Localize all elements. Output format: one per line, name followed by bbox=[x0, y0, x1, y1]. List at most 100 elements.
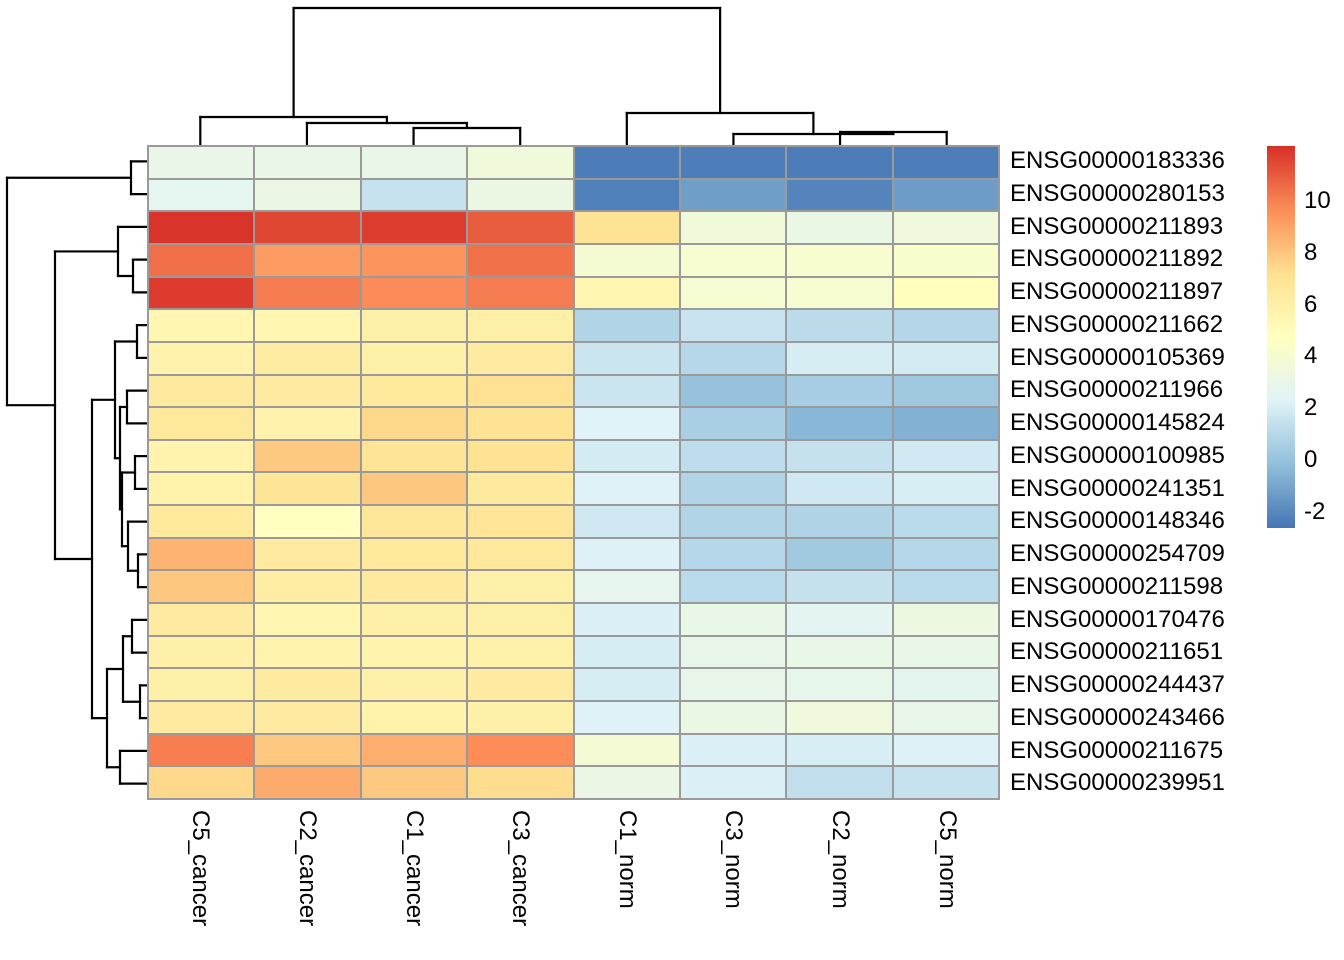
row-label: ENSG00000170476 bbox=[1010, 605, 1225, 633]
heatmap-cell bbox=[468, 506, 573, 537]
heatmap-cell bbox=[893, 604, 998, 635]
heatmap-cell bbox=[361, 440, 467, 472]
legend-tick-label: 8 bbox=[1304, 238, 1318, 266]
heatmap-cell bbox=[255, 408, 360, 439]
heatmap-cell bbox=[468, 408, 573, 439]
heatmap-cell bbox=[468, 669, 573, 701]
heatmap-cell bbox=[255, 342, 360, 374]
heatmap-cell bbox=[787, 277, 892, 309]
col-label: C3_norm bbox=[720, 810, 748, 909]
row-label: ENSG00000243466 bbox=[1010, 703, 1225, 731]
col-label: C2_cancer bbox=[293, 810, 321, 927]
legend-tick-label: 0 bbox=[1304, 446, 1318, 474]
heatmap-cell bbox=[149, 538, 254, 570]
heatmap-cell bbox=[468, 277, 573, 309]
row-label: ENSG00000211651 bbox=[1010, 638, 1224, 666]
heatmap-cell bbox=[149, 636, 254, 668]
heatmap-cell bbox=[255, 244, 360, 276]
heatmap-cell bbox=[787, 179, 892, 211]
heatmap-cell bbox=[361, 147, 467, 178]
heatmap-cell bbox=[574, 538, 679, 570]
heatmap-cell bbox=[468, 636, 573, 668]
heatmap-cell bbox=[255, 440, 360, 472]
heatmap-cell bbox=[468, 375, 573, 407]
legend-tick-label: 10 bbox=[1304, 186, 1331, 214]
heatmap-cell bbox=[574, 571, 679, 603]
col-label: C5_norm bbox=[933, 810, 961, 909]
heatmap-cell bbox=[680, 212, 786, 243]
col-label: C3_cancer bbox=[507, 810, 535, 927]
heatmap-cell bbox=[149, 147, 254, 178]
heatmap-cell bbox=[361, 212, 467, 243]
heatmap-cell bbox=[574, 408, 679, 439]
heatmap-cell bbox=[468, 734, 573, 766]
heatmap-cell bbox=[255, 702, 360, 733]
heatmap-cell bbox=[893, 375, 998, 407]
heatmap-cell bbox=[468, 571, 573, 603]
heatmap-cell bbox=[149, 604, 254, 635]
heatmap-cell bbox=[468, 702, 573, 733]
heatmap-cell bbox=[680, 342, 786, 374]
heatmap-cell bbox=[680, 408, 786, 439]
heatmap-cell bbox=[574, 147, 679, 178]
heatmap-cell bbox=[361, 244, 467, 276]
heatmap-cell bbox=[149, 767, 254, 798]
heatmap-cell bbox=[574, 669, 679, 701]
heatmap-cell bbox=[787, 375, 892, 407]
heatmap-cell bbox=[787, 571, 892, 603]
heatmap-cell bbox=[361, 767, 467, 798]
col-label: C2_norm bbox=[827, 810, 855, 909]
heatmap-cell bbox=[680, 375, 786, 407]
row-label: ENSG00000280153 bbox=[1010, 179, 1225, 207]
heatmap-cell bbox=[149, 277, 254, 309]
heatmap-cell bbox=[680, 604, 786, 635]
heatmap-cell bbox=[787, 440, 892, 472]
heatmap-cell bbox=[787, 604, 892, 635]
heatmap-cell bbox=[680, 636, 786, 668]
row-label: ENSG00000211675 bbox=[1010, 736, 1224, 764]
heatmap-cell bbox=[680, 506, 786, 537]
heatmap-cell bbox=[468, 212, 573, 243]
heatmap-cell bbox=[893, 277, 998, 309]
legend-tick-label: 2 bbox=[1304, 394, 1318, 422]
col-label: C1_cancer bbox=[400, 810, 428, 927]
heatmap-cell bbox=[680, 147, 786, 178]
heatmap-cell bbox=[361, 702, 467, 733]
heatmap-cell bbox=[574, 506, 679, 537]
row-label: ENSG00000244437 bbox=[1010, 671, 1225, 698]
heatmap-cell bbox=[255, 375, 360, 407]
heatmap-cell bbox=[574, 440, 679, 472]
heatmap-cell bbox=[680, 538, 786, 570]
heatmap-grid bbox=[147, 145, 1000, 800]
heatmap-cell bbox=[149, 310, 254, 341]
legend-tick-label: 6 bbox=[1304, 290, 1318, 318]
row-label: ENSG00000254709 bbox=[1010, 540, 1225, 567]
heatmap-cell bbox=[255, 538, 360, 570]
heatmap-cell bbox=[893, 636, 998, 668]
heatmap-cell bbox=[787, 147, 892, 178]
heatmap-cell bbox=[680, 669, 786, 701]
heatmap-cell bbox=[468, 440, 573, 472]
row-label: ENSG00000183336 bbox=[1010, 147, 1225, 174]
heatmap-cell bbox=[149, 375, 254, 407]
heatmap-cell bbox=[680, 473, 786, 505]
heatmap-cell bbox=[255, 310, 360, 341]
heatmap-cell bbox=[149, 342, 254, 374]
heatmap-cell bbox=[361, 734, 467, 766]
heatmap-cell bbox=[468, 244, 573, 276]
heatmap-cell bbox=[149, 408, 254, 439]
heatmap-cell bbox=[893, 212, 998, 243]
heatmap-cell bbox=[149, 473, 254, 505]
row-label: ENSG00000148346 bbox=[1010, 507, 1225, 535]
heatmap-cell bbox=[361, 669, 467, 701]
row-label: ENSG00000211892 bbox=[1010, 245, 1224, 273]
row-label: ENSG00000211966 bbox=[1010, 376, 1224, 404]
heatmap-cell bbox=[255, 179, 360, 211]
row-label: ENSG00000211598 bbox=[1010, 572, 1224, 600]
heatmap-cell bbox=[149, 179, 254, 211]
heatmap-cell bbox=[893, 734, 998, 766]
heatmap-cell bbox=[149, 440, 254, 472]
heatmap-cell bbox=[680, 767, 786, 798]
